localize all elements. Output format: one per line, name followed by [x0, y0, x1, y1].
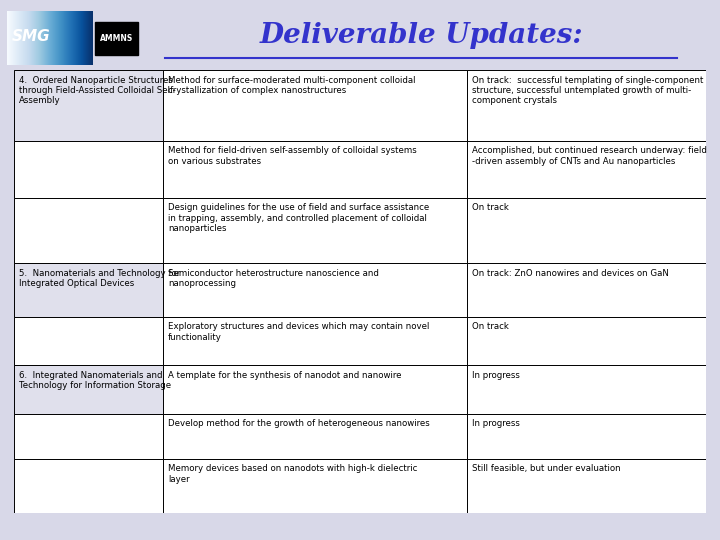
- Text: Exploratory structures and devices which may contain novel
functionality: Exploratory structures and devices which…: [168, 322, 429, 342]
- Bar: [467, 317, 706, 366]
- Bar: [14, 198, 163, 263]
- Bar: [163, 198, 467, 263]
- Bar: [467, 141, 706, 198]
- Text: SMG: SMG: [12, 29, 50, 44]
- Text: 4.  Ordered Nanoparticle Structures
through Field-Assisted Colloidal Self-
Assem: 4. Ordered Nanoparticle Structures throu…: [19, 76, 176, 105]
- Text: Accomplished, but continued research underway: field
-driven assembly of CNTs an: Accomplished, but continued research und…: [472, 146, 707, 166]
- FancyBboxPatch shape: [95, 22, 138, 55]
- Bar: [14, 414, 163, 459]
- Bar: [467, 414, 706, 459]
- Text: 6.  Integrated Nanomaterials and
Technology for Information Storage: 6. Integrated Nanomaterials and Technolo…: [19, 371, 171, 390]
- Bar: [163, 317, 467, 366]
- Bar: [163, 459, 467, 513]
- Bar: [467, 198, 706, 263]
- Text: On track: On track: [472, 203, 509, 212]
- Text: AMMNS: AMMNS: [100, 34, 133, 43]
- Bar: [14, 263, 163, 317]
- Bar: [14, 459, 163, 513]
- Text: Still feasible, but under evaluation: Still feasible, but under evaluation: [472, 464, 621, 474]
- Bar: [163, 141, 467, 198]
- Bar: [467, 366, 706, 414]
- Bar: [163, 414, 467, 459]
- Text: A template for the synthesis of nanodot and nanowire: A template for the synthesis of nanodot …: [168, 371, 401, 380]
- Text: Deliverable Updates:: Deliverable Updates:: [259, 22, 583, 49]
- Bar: [467, 70, 706, 141]
- Text: Design guidelines for the use of field and surface assistance
in trapping, assem: Design guidelines for the use of field a…: [168, 203, 429, 233]
- Text: Semiconductor heterostructure nanoscience and
nanoprocessing: Semiconductor heterostructure nanoscienc…: [168, 268, 379, 288]
- Bar: [14, 317, 163, 366]
- Text: Method for field-driven self-assembly of colloidal systems
on various substrates: Method for field-driven self-assembly of…: [168, 146, 417, 166]
- Text: On track: On track: [472, 322, 509, 332]
- Text: In progress: In progress: [472, 371, 520, 380]
- Text: On track:  successful templating of single-component
structure, successful untem: On track: successful templating of singl…: [472, 76, 703, 105]
- Text: Memory devices based on nanodots with high-k dielectric
layer: Memory devices based on nanodots with hi…: [168, 464, 417, 484]
- Bar: [14, 366, 163, 414]
- Bar: [163, 366, 467, 414]
- Text: Method for surface-moderated multi-component colloidal
crystallization of comple: Method for surface-moderated multi-compo…: [168, 76, 415, 95]
- Bar: [467, 263, 706, 317]
- Bar: [163, 263, 467, 317]
- Text: In progress: In progress: [472, 419, 520, 428]
- Text: 5.  Nanomaterials and Technology for
Integrated Optical Devices: 5. Nanomaterials and Technology for Inte…: [19, 268, 181, 288]
- Bar: [14, 70, 163, 141]
- Bar: [163, 70, 467, 141]
- Bar: [467, 459, 706, 513]
- Text: Develop method for the growth of heterogeneous nanowires: Develop method for the growth of heterog…: [168, 419, 430, 428]
- Bar: [14, 141, 163, 198]
- Text: On track: ZnO nanowires and devices on GaN: On track: ZnO nanowires and devices on G…: [472, 268, 669, 278]
